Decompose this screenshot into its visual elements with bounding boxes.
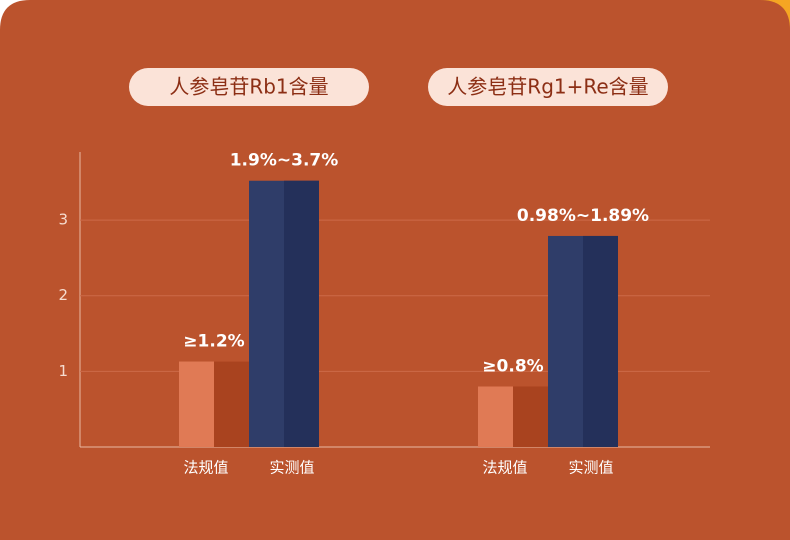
bar-shade (214, 361, 249, 447)
y-tick-label: 1 (58, 362, 68, 380)
x-tick-label: 法规值 (482, 459, 527, 477)
bar-shade (284, 180, 319, 447)
group-title-pill (129, 68, 369, 106)
data-label: 0.98%~1.89% (517, 206, 649, 226)
y-tick-label: 2 (58, 286, 68, 304)
data-label: ≥1.2% (183, 332, 244, 352)
y-tick-label: 3 (58, 211, 68, 229)
group-title-pill (428, 68, 668, 106)
bar-shade (583, 235, 618, 447)
data-label: ≥0.8% (482, 356, 543, 376)
data-label: 1.9%~3.7% (230, 151, 339, 171)
x-tick-label: 实测值 (568, 459, 613, 477)
x-tick-label: 实测值 (269, 459, 314, 477)
x-tick-label: 法规值 (183, 459, 228, 477)
group-title: 人参皂苷Rg1+Re含量 (447, 75, 648, 99)
group-title: 人参皂苷Rb1含量 (169, 75, 328, 99)
bar-shade (513, 386, 548, 447)
